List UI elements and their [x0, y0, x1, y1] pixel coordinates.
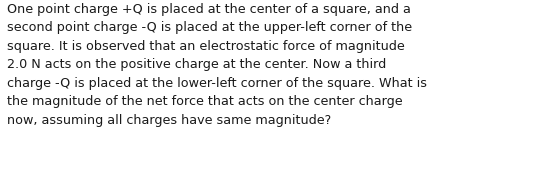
Text: One point charge +Q is placed at the center of a square, and a
second point char: One point charge +Q is placed at the cen… [7, 3, 427, 127]
